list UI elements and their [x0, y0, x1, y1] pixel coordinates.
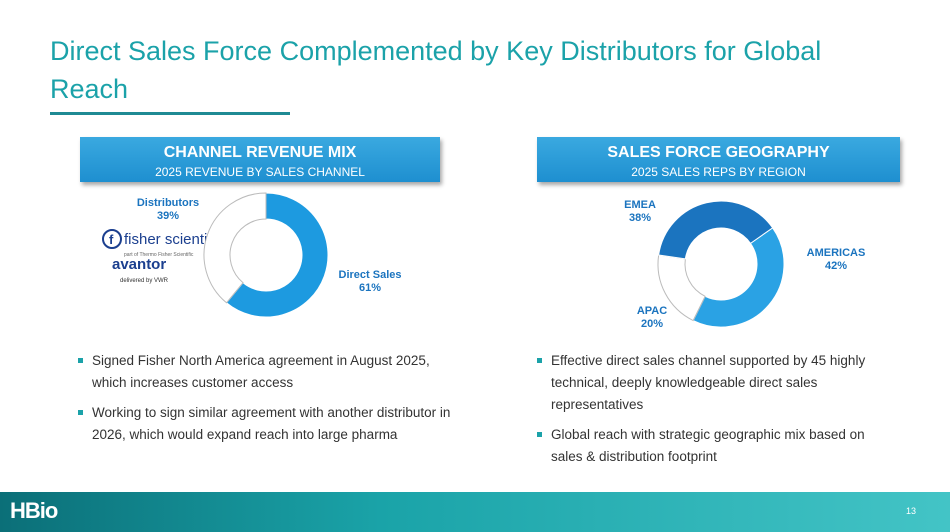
- segment-value-label: 20%: [641, 318, 663, 330]
- donut-segment: [658, 200, 774, 260]
- segment-label: EMEA: [624, 199, 656, 211]
- title-rule: [50, 112, 290, 115]
- segment-value-label: 39%: [157, 210, 179, 222]
- bullet: Working to sign similar agreement with a…: [78, 402, 458, 446]
- bullet-list: Signed Fisher North America agreement in…: [78, 350, 458, 454]
- segment-label: Distributors: [137, 197, 199, 209]
- bullet: Effective direct sales channel supported…: [537, 350, 897, 416]
- segment-label: AMERICAS: [807, 247, 866, 259]
- segment-label: Direct Sales: [339, 269, 402, 281]
- logo-glyph: f: [109, 232, 114, 247]
- charts: f fisher scientific part of Thermo Fishe…: [102, 192, 866, 330]
- segment-value-label: 61%: [359, 282, 381, 294]
- chart-subtitle: 2025 SALES REPS BY REGION: [631, 165, 806, 179]
- chart-title: CHANNEL REVENUE MIX: [163, 144, 357, 161]
- segment-value-label: 38%: [629, 212, 651, 224]
- bullet: Global reach with strategic geographic m…: [537, 424, 897, 468]
- footer-logo: HBio: [10, 498, 58, 523]
- donut-segment: [692, 227, 785, 328]
- panel-header: CHANNEL REVENUE MIX 2025 REVENUE BY SALE…: [80, 137, 440, 182]
- donut-segment: [225, 192, 329, 318]
- slide-title: Direct Sales Force Complemented by Key D…: [50, 36, 822, 104]
- bullet: Signed Fisher North America agreement in…: [78, 350, 458, 394]
- footer: HBio 13: [0, 492, 950, 532]
- chart-subtitle: 2025 REVENUE BY SALES CHANNEL: [155, 165, 365, 179]
- logo-subtext: part of Thermo Fisher Scientific: [124, 252, 194, 258]
- donut-segment: [203, 192, 267, 304]
- segment-label: APAC: [637, 305, 667, 317]
- logo-subtext: delivered by VWR: [120, 278, 169, 284]
- avantor-logo: avantor delivered by VWR: [112, 256, 169, 284]
- page-number: 13: [905, 506, 916, 516]
- logo-text: fisher scientific: [124, 231, 223, 248]
- chart-title: SALES FORCE GEOGRAPHY: [607, 144, 830, 161]
- segment-value-label: 42%: [825, 260, 847, 272]
- bullet-list: Effective direct sales channel supported…: [537, 350, 897, 476]
- panel-header: SALES FORCE GEOGRAPHY 2025 SALES REPS BY…: [537, 137, 900, 182]
- fisher-logo: f fisher scientific part of Thermo Fishe…: [102, 229, 223, 258]
- logo-text: avantor: [112, 256, 166, 273]
